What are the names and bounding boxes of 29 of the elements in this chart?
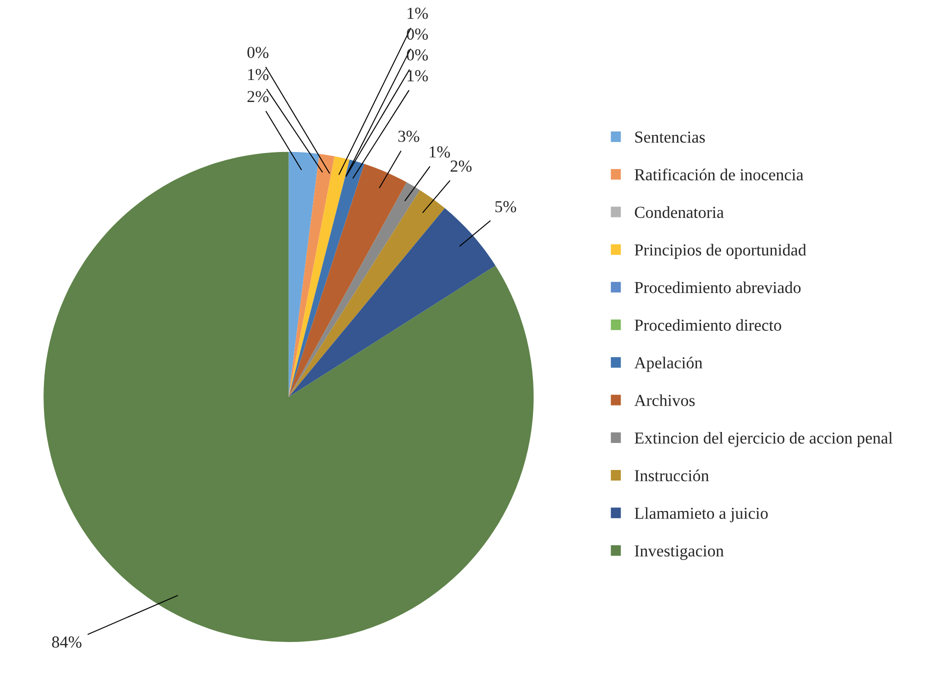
pie-slice [288, 156, 350, 397]
legend-label: Investigacion [634, 545, 724, 560]
pie-slice [288, 160, 364, 397]
data-label: 1% [408, 8, 428, 19]
pie-slice [288, 152, 320, 397]
legend-label: Sentencias [635, 132, 705, 143]
legend-label: Llamamieto a juicio [634, 507, 768, 522]
pie-slice [288, 190, 445, 397]
legend-label: Instrucción [634, 470, 709, 482]
data-label: 2% [248, 90, 268, 102]
data-label: 84% [52, 636, 82, 648]
data-label: 2% [450, 160, 472, 172]
pie-slice [288, 182, 420, 397]
data-label: 5% [495, 201, 516, 212]
legend-label: Procedimiento abreviado [634, 281, 801, 294]
legend-label: Archivos [634, 394, 695, 406]
pie-slice [288, 164, 407, 397]
data-label: 1% [408, 70, 428, 82]
legend-label: Condenatoria [634, 206, 724, 218]
data-label: 1% [430, 146, 450, 158]
legend-label: Ratificación de inocencia [634, 168, 804, 180]
legend-label: Procedimiento directo [634, 319, 782, 331]
legend-label: Extincion del ejercicio de accion penal [634, 432, 893, 448]
text: 0% [247, 46, 268, 58]
legend-label: Apelación [634, 356, 702, 372]
data-label: 1% [248, 68, 268, 80]
legend-label: Principios de oportunidad [634, 244, 806, 259]
pie-slice [288, 208, 496, 397]
data-label: 3% [398, 130, 420, 142]
